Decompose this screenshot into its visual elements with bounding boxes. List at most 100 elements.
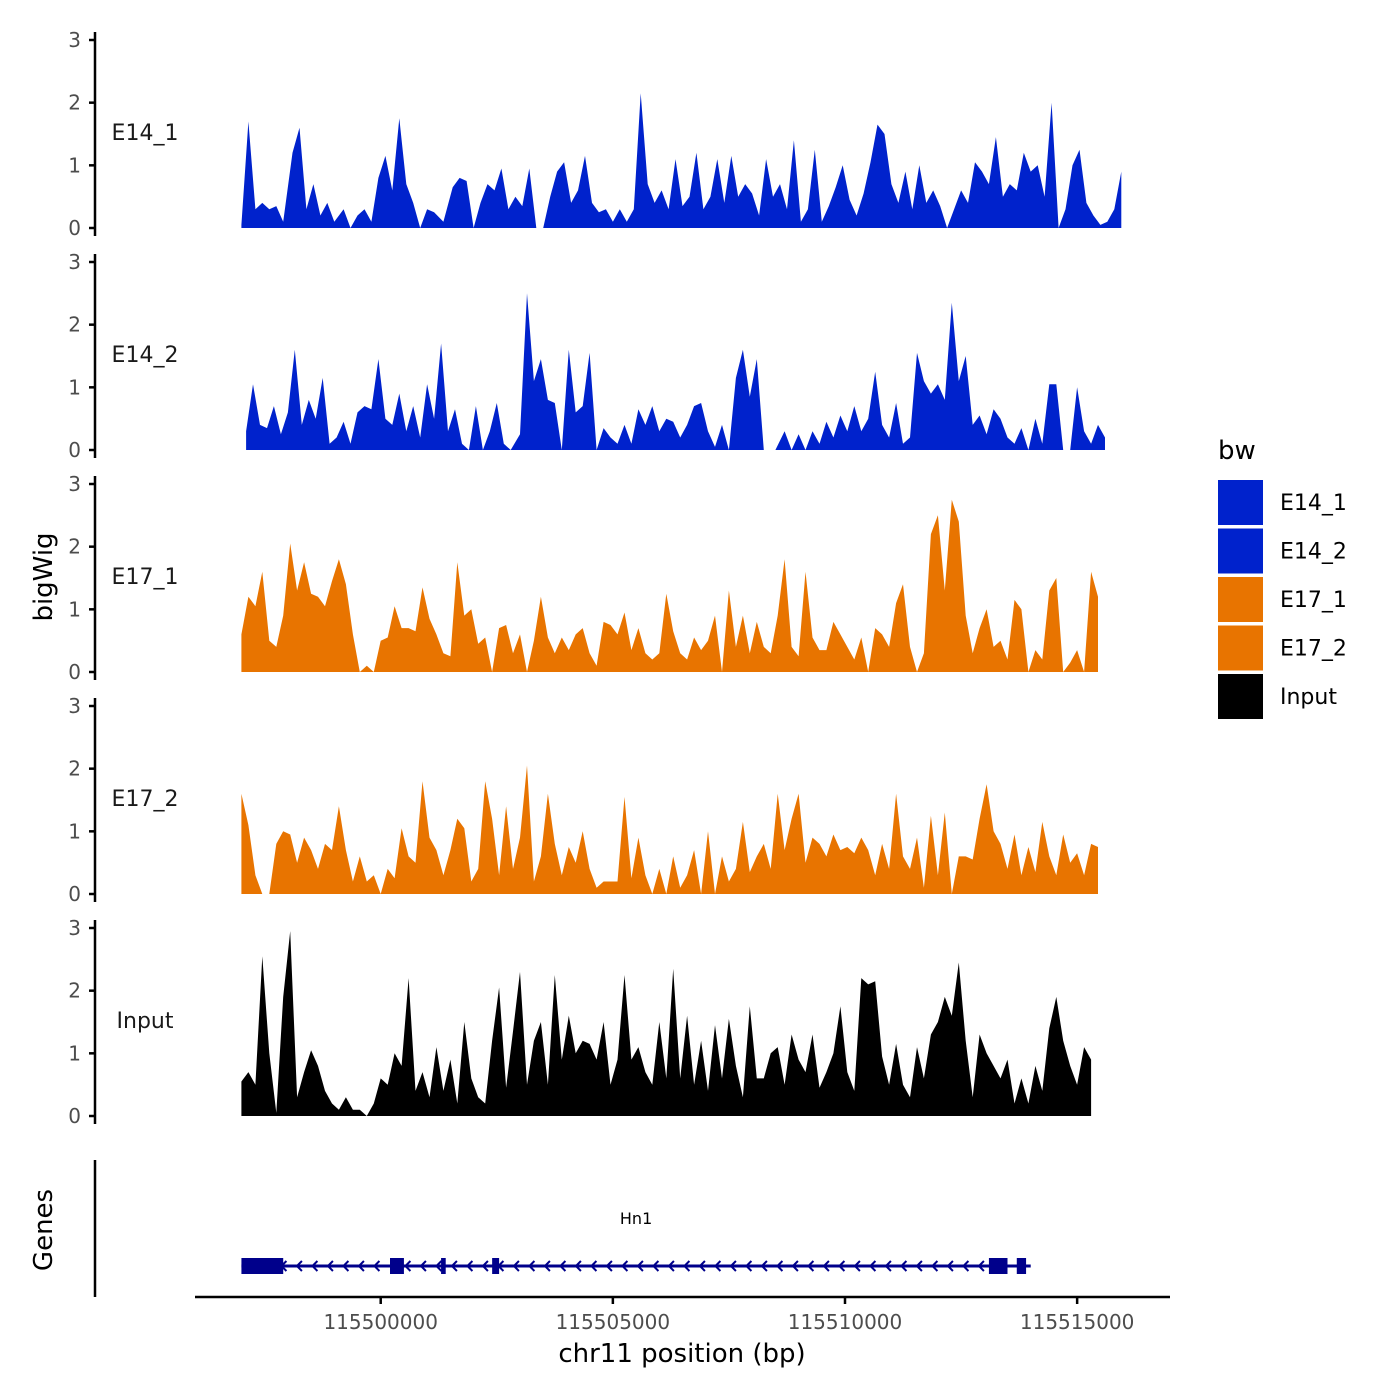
exon-block: [441, 1258, 446, 1274]
legend-swatch-E14_2: [1218, 528, 1263, 574]
strand-arrow: [481, 1260, 489, 1272]
y-tick-label: 0: [68, 438, 81, 462]
strand-arrow: [590, 1260, 598, 1272]
y-tick-label: 3: [68, 250, 81, 274]
legend-title: bw: [1218, 436, 1256, 466]
strand-arrow: [698, 1260, 706, 1272]
x-axis-title: chr11 position (bp): [558, 1339, 805, 1369]
coverage-area-E17_1: [241, 499, 1098, 672]
strand-arrow: [326, 1260, 334, 1272]
strand-arrow: [621, 1260, 629, 1272]
track-label: E17_1: [112, 565, 179, 590]
strand-arrow: [450, 1260, 458, 1272]
strand-arrow: [776, 1260, 784, 1272]
coverage-area-E17_2: [241, 765, 1098, 894]
strand-arrow: [884, 1260, 892, 1272]
strand-arrow: [977, 1260, 985, 1272]
y-tick-label: 2: [68, 91, 81, 115]
y-tick-label: 3: [68, 694, 81, 718]
signal-tracks: 0 1 2 3 E14_1 0 1 2 3 E14_2 0 1 2 3 E17_1 0 1 2 3 E17_2 0 1 2 3…: [68, 28, 1122, 1128]
track-label: E14_1: [112, 121, 179, 146]
strand-arrow: [435, 1260, 443, 1272]
track-Input: 0 1 2 3 Input: [68, 916, 1092, 1128]
strand-arrow: [869, 1260, 877, 1272]
coverage-area-E14_1: [241, 93, 1122, 228]
strand-arrow: [807, 1260, 815, 1272]
legend-swatch-Input: [1218, 674, 1263, 719]
x-tick-label: 115510000: [788, 1310, 903, 1334]
legend-swatch-E17_1: [1218, 577, 1263, 622]
strand-arrow: [559, 1260, 567, 1272]
y-axis-title: bigWig: [29, 532, 59, 621]
strand-arrow: [652, 1260, 660, 1272]
x-axis: 115500000 115505000 115510000 115515000: [195, 1295, 1170, 1334]
x-tick-label: 115500000: [323, 1310, 438, 1334]
track-label: E17_2: [112, 787, 179, 812]
genes-axis-title: Genes: [29, 1189, 59, 1271]
strand-arrow: [900, 1260, 908, 1272]
strand-arrow: [605, 1260, 613, 1272]
y-tick-label: 2: [68, 313, 81, 337]
track-label: Input: [117, 1009, 174, 1034]
y-tick-label: 3: [68, 472, 81, 496]
strand-arrow: [683, 1260, 691, 1272]
y-tick-label: 0: [68, 1104, 81, 1128]
strand-arrow: [342, 1260, 350, 1272]
exon-block: [1016, 1258, 1027, 1274]
strand-arrow: [466, 1260, 474, 1272]
y-tick-label: 1: [68, 597, 81, 621]
legend-label-E17_2: E17_2: [1280, 637, 1347, 662]
coverage-area-E14_2: [246, 293, 1106, 450]
strand-arrow: [931, 1260, 939, 1272]
y-tick-label: 1: [68, 819, 81, 843]
legend-label-E14_2: E14_2: [1280, 540, 1347, 565]
exon-block: [988, 1258, 1008, 1274]
legend-swatch-E17_2: [1218, 625, 1263, 671]
strand-arrow: [543, 1260, 551, 1272]
strand-arrow: [528, 1260, 536, 1272]
coverage-area-Input: [241, 931, 1092, 1116]
exon-block: [492, 1258, 500, 1274]
legend-label-Input: Input: [1280, 685, 1337, 710]
y-tick-label: 2: [68, 757, 81, 781]
y-tick-label: 1: [68, 153, 81, 177]
track-E14_1: 0 1 2 3 E14_1: [68, 28, 1122, 240]
y-tick-label: 3: [68, 916, 81, 940]
track-label: E14_2: [112, 343, 179, 368]
strand-arrow: [295, 1260, 303, 1272]
strand-arrow: [404, 1260, 412, 1272]
legend-label-E17_1: E17_1: [1280, 588, 1347, 613]
strand-arrow: [667, 1260, 675, 1272]
strand-arrow: [357, 1260, 365, 1272]
y-tick-label: 0: [68, 882, 81, 906]
strand-arrow: [419, 1260, 427, 1272]
track-E17_2: 0 1 2 3 E17_2: [68, 694, 1098, 906]
strand-arrow: [853, 1260, 861, 1272]
strand-arrow: [838, 1260, 846, 1272]
y-tick-label: 0: [68, 216, 81, 240]
exon-block: [390, 1258, 404, 1274]
strand-arrow: [714, 1260, 722, 1272]
strand-arrow: [822, 1260, 830, 1272]
y-tick-label: 0: [68, 660, 81, 684]
strand-arrow: [512, 1260, 520, 1272]
strand-arrow: [574, 1260, 582, 1272]
strand-arrow: [745, 1260, 753, 1272]
legend-label-E14_1: E14_1: [1280, 491, 1347, 516]
strand-arrow: [946, 1260, 954, 1272]
strand-arrow: [760, 1260, 768, 1272]
gene-track: Hn1: [93, 1160, 1031, 1297]
exon-block: [241, 1258, 284, 1274]
y-tick-label: 1: [68, 1041, 81, 1065]
y-tick-label: 2: [68, 979, 81, 1003]
strand-arrow: [729, 1260, 737, 1272]
x-tick-label: 115515000: [1020, 1310, 1135, 1334]
x-tick-label: 115505000: [556, 1310, 671, 1334]
strand-arrow: [962, 1260, 970, 1272]
track-E17_1: 0 1 2 3 E17_1: [68, 472, 1098, 684]
strand-arrow: [791, 1260, 799, 1272]
strand-arrow: [915, 1260, 923, 1272]
y-tick-label: 3: [68, 28, 81, 52]
legend: bw E14_1 E14_2 E17_1 E17_2 Input: [1218, 436, 1347, 719]
